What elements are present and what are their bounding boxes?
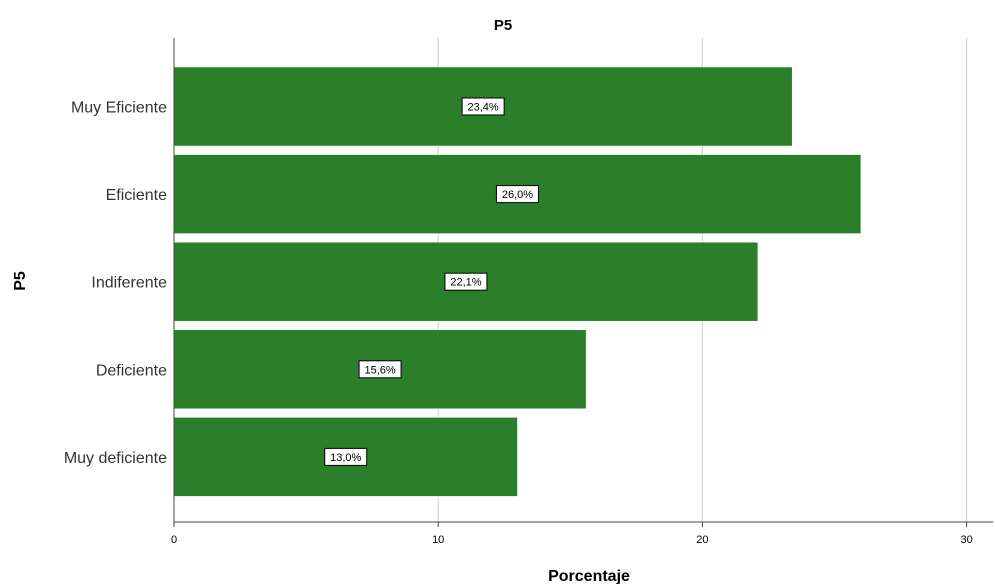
x-tick-label: 20 bbox=[696, 534, 708, 546]
category-label: Deficiente bbox=[96, 362, 167, 379]
data-label-box bbox=[461, 97, 505, 116]
chart-title: P5 bbox=[494, 17, 512, 34]
category-label: Eficiente bbox=[106, 187, 167, 204]
y-axis-title: P5 bbox=[12, 271, 29, 291]
data-label: 26,0% bbox=[502, 189, 533, 201]
x-axis-title: Porcentaje bbox=[548, 568, 630, 584]
category-label: Indiferente bbox=[91, 275, 167, 292]
data-label: 23,4% bbox=[468, 102, 499, 114]
category-label: Muy Eficiente bbox=[71, 100, 167, 117]
data-label: 22,1% bbox=[450, 277, 481, 289]
bars: 23,4% 26,0% 22,1% 15,6% 13,0% bbox=[173, 66, 862, 497]
data-label-box bbox=[444, 272, 488, 291]
x-tick-label: 10 bbox=[432, 534, 444, 546]
category-label: Muy deficiente bbox=[64, 450, 167, 467]
data-label-box bbox=[324, 447, 368, 466]
data-label-box bbox=[495, 185, 539, 204]
axes: Muy Eficiente Eficiente Indiferente Deficie… bbox=[64, 38, 993, 546]
x-tick-label: 30 bbox=[960, 534, 972, 546]
data-label: 13,0% bbox=[330, 452, 361, 464]
data-label: 15,6% bbox=[364, 364, 395, 376]
x-tick-label: 0 bbox=[171, 534, 177, 546]
data-label-box bbox=[358, 360, 402, 379]
